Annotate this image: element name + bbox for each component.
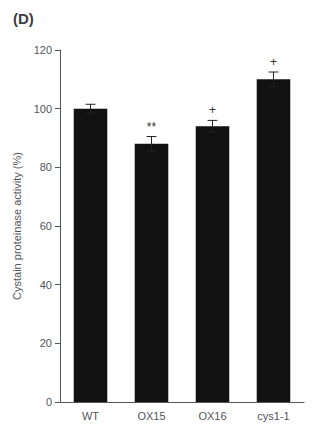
svg-text:120: 120 [34,44,52,56]
svg-text:40: 40 [40,279,52,291]
svg-text:OX16: OX16 [198,410,226,422]
svg-text:cys1-1: cys1-1 [257,410,289,422]
svg-text:+: + [270,55,277,69]
svg-text:(D): (D) [13,10,34,27]
svg-text:0: 0 [46,396,52,408]
svg-text:20: 20 [40,337,52,349]
svg-text:60: 60 [40,220,52,232]
svg-text:OX15: OX15 [137,410,165,422]
svg-text:80: 80 [40,161,52,173]
svg-text:**: ** [147,120,157,134]
svg-text:WT: WT [82,410,99,422]
svg-text:100: 100 [34,103,52,115]
svg-text:+: + [209,103,216,117]
svg-text:Cystain proteinase activity (%: Cystain proteinase activity (%) [11,152,23,300]
